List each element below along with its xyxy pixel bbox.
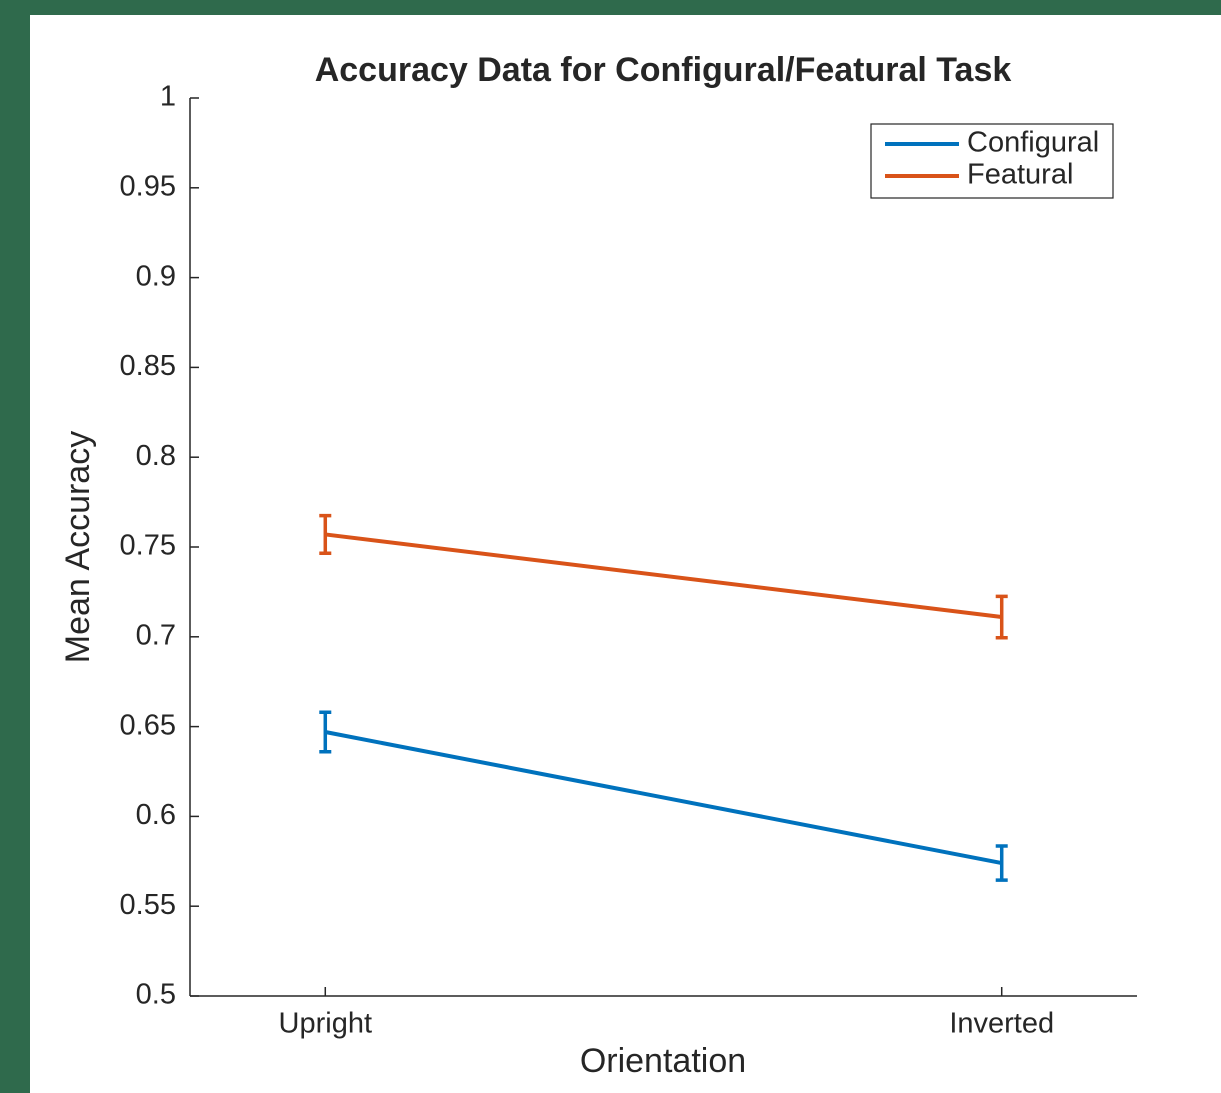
legend-label: Featural (967, 159, 1073, 191)
y-tick-label: 0.7 (136, 619, 176, 651)
legend-label: Configural (967, 127, 1099, 159)
y-tick-label: 0.5 (136, 979, 176, 1011)
y-tick-label: 0.65 (120, 709, 176, 741)
series-line (324, 730, 1003, 866)
x-tick-label: Upright (279, 1008, 373, 1040)
y-tick-label: 0.75 (120, 530, 176, 562)
y-tick-label: 0.95 (120, 170, 176, 202)
y-tick-label: 0.85 (120, 350, 176, 382)
y-axis-label: Mean Accuracy (59, 431, 97, 663)
error-bar (995, 844, 1008, 882)
y-tick-label: 0.55 (120, 889, 176, 921)
y-tick-label: 0.9 (136, 260, 176, 292)
x-axis-label: Orientation (580, 1042, 746, 1080)
legend-box (870, 123, 1114, 199)
y-tick-label: 0.6 (136, 799, 176, 831)
x-tick-label: Inverted (949, 1008, 1054, 1040)
series-line (325, 532, 1002, 620)
error-bar (319, 710, 332, 754)
chart-title: Accuracy Data for Configural/Featural Ta… (315, 51, 1012, 89)
y-tick-label: 1 (160, 81, 176, 113)
error-bar (995, 594, 1008, 640)
error-bar (319, 513, 332, 556)
y-tick-label: 0.8 (136, 440, 176, 472)
